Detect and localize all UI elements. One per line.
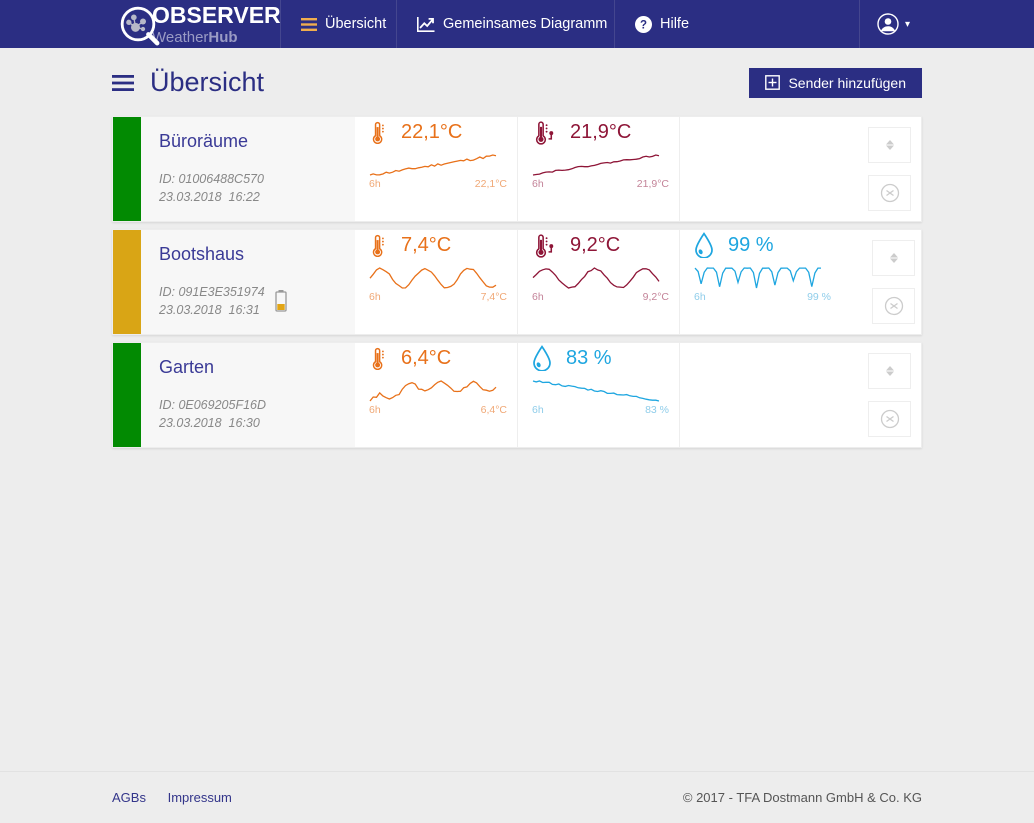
svg-text:?: ? xyxy=(640,19,647,31)
